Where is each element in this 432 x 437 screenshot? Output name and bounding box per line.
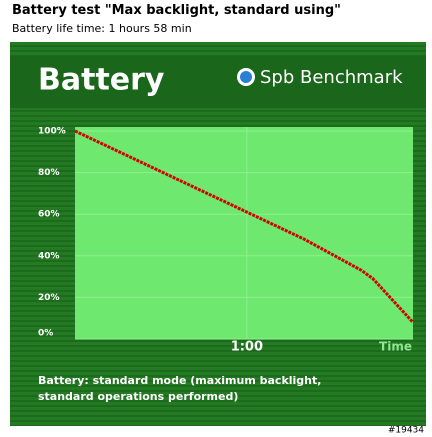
page-subtitle: Battery life time: 1 hours 58 min: [12, 22, 192, 35]
x-axis-label: Time: [379, 340, 412, 354]
y-tick-label: 100%: [38, 127, 66, 137]
chart-header: Battery: [38, 63, 165, 98]
watermark: #19434: [388, 426, 424, 436]
y-tick-label: 0%: [38, 329, 53, 339]
header-band: [10, 56, 426, 108]
y-tick-label: 80%: [38, 168, 60, 178]
caption: Battery: standard mode (maximum backligh…: [38, 374, 321, 387]
line: [74, 129, 415, 324]
plot-area: [75, 127, 413, 339]
x-tick-label: 1:00: [231, 340, 263, 355]
caption: standard operations performed): [38, 390, 238, 403]
y-tick-label: 60%: [38, 210, 60, 220]
page-title: Battery test "Max backlight, standard us…: [12, 3, 341, 18]
y-tick-label: 40%: [38, 251, 60, 261]
y-tick-label: 20%: [38, 293, 60, 303]
logo-inner: [240, 71, 252, 83]
brand: Spb Benchmark: [260, 67, 403, 88]
